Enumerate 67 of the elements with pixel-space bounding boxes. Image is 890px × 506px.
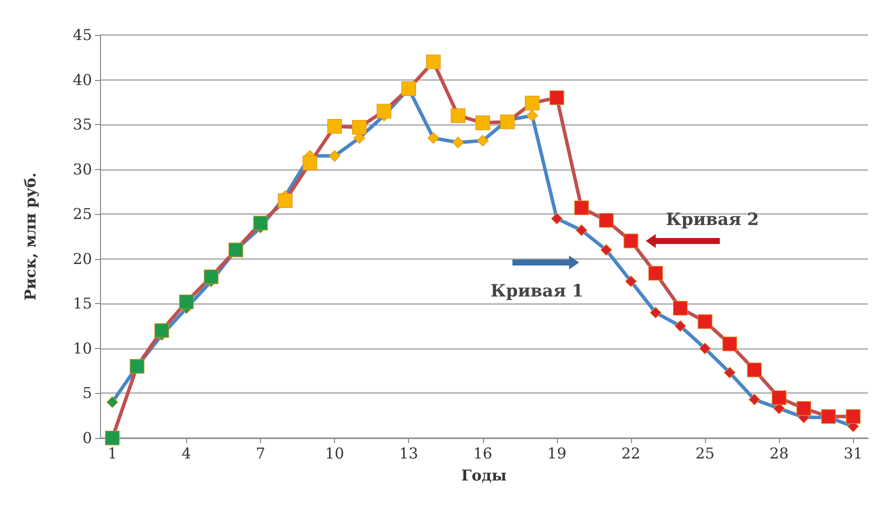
x-axis-title: Годы xyxy=(461,466,507,484)
point xyxy=(674,320,686,332)
point xyxy=(698,314,712,329)
point xyxy=(600,244,612,256)
point xyxy=(475,115,490,130)
y-tick-label: 40 xyxy=(72,70,92,89)
point xyxy=(796,401,812,416)
point xyxy=(598,213,614,228)
x-tick-label: 31 xyxy=(844,444,863,462)
point xyxy=(476,134,489,146)
y-tick-label: 20 xyxy=(72,250,92,268)
text: Кривая 1 xyxy=(490,281,584,302)
x-tick-label: 13 xyxy=(399,444,418,462)
point xyxy=(278,193,293,208)
point xyxy=(648,266,663,281)
point xyxy=(747,362,762,378)
y-tick-label: 10 xyxy=(72,339,92,358)
x-tick-label: 16 xyxy=(473,444,492,462)
y-tick-label: 30 xyxy=(72,160,92,178)
point xyxy=(699,342,711,354)
point xyxy=(574,200,589,216)
point xyxy=(105,430,120,446)
point xyxy=(179,294,194,310)
x-tick-label: 4 xyxy=(182,444,192,462)
point xyxy=(624,234,638,248)
y-tick-label: 15 xyxy=(72,294,92,313)
x-tick-label: 28 xyxy=(770,444,789,462)
point xyxy=(352,120,367,135)
point xyxy=(551,212,563,224)
point xyxy=(526,110,538,122)
x-tick-label: 22 xyxy=(621,444,640,462)
point xyxy=(524,96,540,110)
point xyxy=(327,119,342,134)
y-tick-label: 35 xyxy=(72,116,92,134)
x-tick-label: 7 xyxy=(256,444,266,462)
point xyxy=(154,323,170,338)
y-tick-label: 45 xyxy=(72,26,92,44)
point xyxy=(500,114,515,130)
y-tick-label: 5 xyxy=(82,384,92,402)
point xyxy=(426,54,441,70)
point xyxy=(302,156,318,170)
point xyxy=(625,275,637,288)
x-tick-label: 1 xyxy=(108,444,118,462)
point xyxy=(376,104,392,118)
point xyxy=(253,216,268,230)
point xyxy=(724,366,736,378)
point xyxy=(673,300,688,316)
point xyxy=(106,396,118,408)
y-tick-label: 0 xyxy=(82,429,92,447)
point xyxy=(772,390,786,405)
point xyxy=(722,336,738,352)
point xyxy=(846,409,860,424)
series-label: Кривая 2 xyxy=(666,210,759,230)
x-tick-label: 19 xyxy=(547,444,566,462)
y-tick-label: 25 xyxy=(72,205,92,224)
point xyxy=(748,394,760,406)
point xyxy=(452,136,464,148)
point xyxy=(576,224,588,236)
point xyxy=(450,108,466,123)
point xyxy=(550,90,564,105)
point xyxy=(204,270,218,284)
y-axis-title: Риск, млн руб. xyxy=(22,172,40,300)
point xyxy=(328,150,340,162)
x-tick-label: 10 xyxy=(325,444,344,462)
point xyxy=(428,132,440,144)
point xyxy=(650,306,662,318)
x-tick-label: 25 xyxy=(695,444,715,462)
